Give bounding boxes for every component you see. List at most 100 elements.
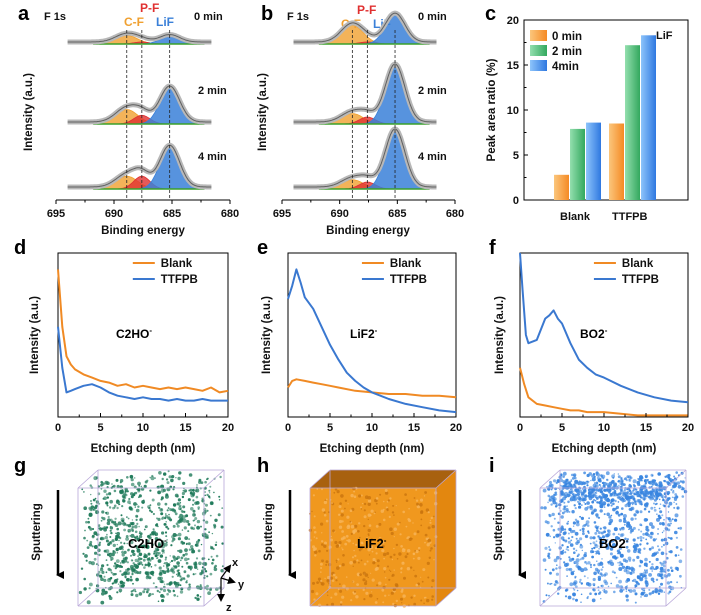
voxel	[632, 497, 636, 501]
voxel	[82, 552, 85, 555]
voxel	[587, 577, 589, 579]
voxel	[560, 536, 565, 540]
voxel	[347, 539, 351, 543]
voxel	[653, 495, 656, 497]
voxel	[651, 483, 654, 486]
voxel	[604, 572, 608, 576]
voxel	[595, 496, 599, 500]
voxel	[107, 553, 110, 557]
voxel	[596, 476, 600, 480]
sputtering-label: Sputtering	[31, 503, 43, 561]
voxel	[578, 505, 582, 509]
voxel	[130, 492, 134, 496]
voxel	[610, 494, 613, 497]
voxel	[167, 507, 170, 509]
voxel	[146, 539, 150, 543]
voxel	[98, 502, 101, 505]
voxel	[163, 472, 167, 476]
voxel	[625, 594, 629, 598]
voxel	[630, 517, 634, 521]
voxel	[413, 602, 417, 606]
voxel	[639, 510, 643, 514]
voxel	[122, 584, 125, 587]
voxel	[640, 539, 643, 542]
voxel	[208, 489, 211, 492]
voxel	[594, 543, 597, 547]
voxel	[220, 569, 224, 573]
voxel	[116, 578, 119, 581]
voxel	[104, 535, 109, 540]
voxel	[315, 537, 318, 540]
voxel	[612, 540, 615, 543]
voxel	[561, 544, 564, 547]
voxel	[334, 488, 338, 491]
voxel	[203, 532, 207, 536]
voxel	[567, 485, 569, 488]
voxel	[378, 537, 383, 542]
voxel	[175, 534, 178, 537]
voxel	[164, 494, 169, 499]
voxel	[426, 598, 430, 603]
voxel	[197, 508, 200, 510]
xps-panel-b: F 1s C-F P-F LiF 0 min 2 min 4 min 695 69…	[257, 3, 464, 237]
voxel	[95, 510, 100, 515]
voxel	[553, 517, 556, 520]
voxel	[560, 473, 563, 477]
voxel	[365, 545, 367, 548]
voxel	[177, 537, 181, 541]
voxel	[321, 543, 324, 546]
voxel	[109, 555, 112, 558]
voxel	[136, 535, 139, 538]
voxel	[375, 560, 377, 562]
voxel	[608, 491, 611, 494]
fit-envelope	[293, 128, 437, 188]
voxel	[674, 513, 679, 518]
voxel	[415, 499, 419, 502]
voxel	[128, 497, 131, 501]
voxel	[118, 539, 120, 542]
voxel	[598, 552, 601, 555]
voxel	[204, 528, 207, 531]
cube-edge	[203, 469, 225, 489]
voxel	[677, 484, 682, 489]
voxel	[669, 479, 673, 483]
voxel	[384, 489, 388, 492]
voxel	[349, 509, 353, 512]
voxel	[192, 503, 194, 506]
voxel	[375, 547, 377, 550]
voxel	[555, 533, 560, 538]
voxel	[655, 578, 659, 581]
voxel	[681, 486, 683, 489]
voxel	[388, 578, 391, 581]
voxel	[141, 506, 144, 509]
voxel	[550, 503, 553, 506]
voxel	[574, 493, 578, 497]
voxel	[121, 505, 124, 508]
voxel	[429, 519, 432, 522]
voxel	[591, 598, 596, 603]
voxel	[187, 530, 190, 533]
voxel	[616, 549, 621, 553]
voxel	[596, 569, 601, 573]
voxel	[92, 508, 95, 511]
voxel	[205, 520, 209, 524]
voxel	[601, 481, 605, 485]
voxel	[566, 522, 569, 525]
voxel	[600, 568, 603, 571]
voxel	[217, 513, 221, 517]
voxel	[134, 558, 138, 563]
x-tick-label: 680	[446, 208, 464, 220]
voxel	[652, 479, 656, 483]
voxel	[173, 510, 177, 513]
voxel	[177, 476, 181, 481]
voxel	[650, 577, 655, 582]
voxel	[542, 488, 547, 493]
voxel	[106, 563, 109, 567]
voxel	[636, 575, 641, 580]
voxel	[614, 499, 617, 503]
voxel	[681, 495, 685, 498]
voxel	[208, 492, 211, 494]
voxel	[367, 548, 371, 552]
voxel	[645, 582, 649, 587]
voxel	[654, 588, 659, 592]
